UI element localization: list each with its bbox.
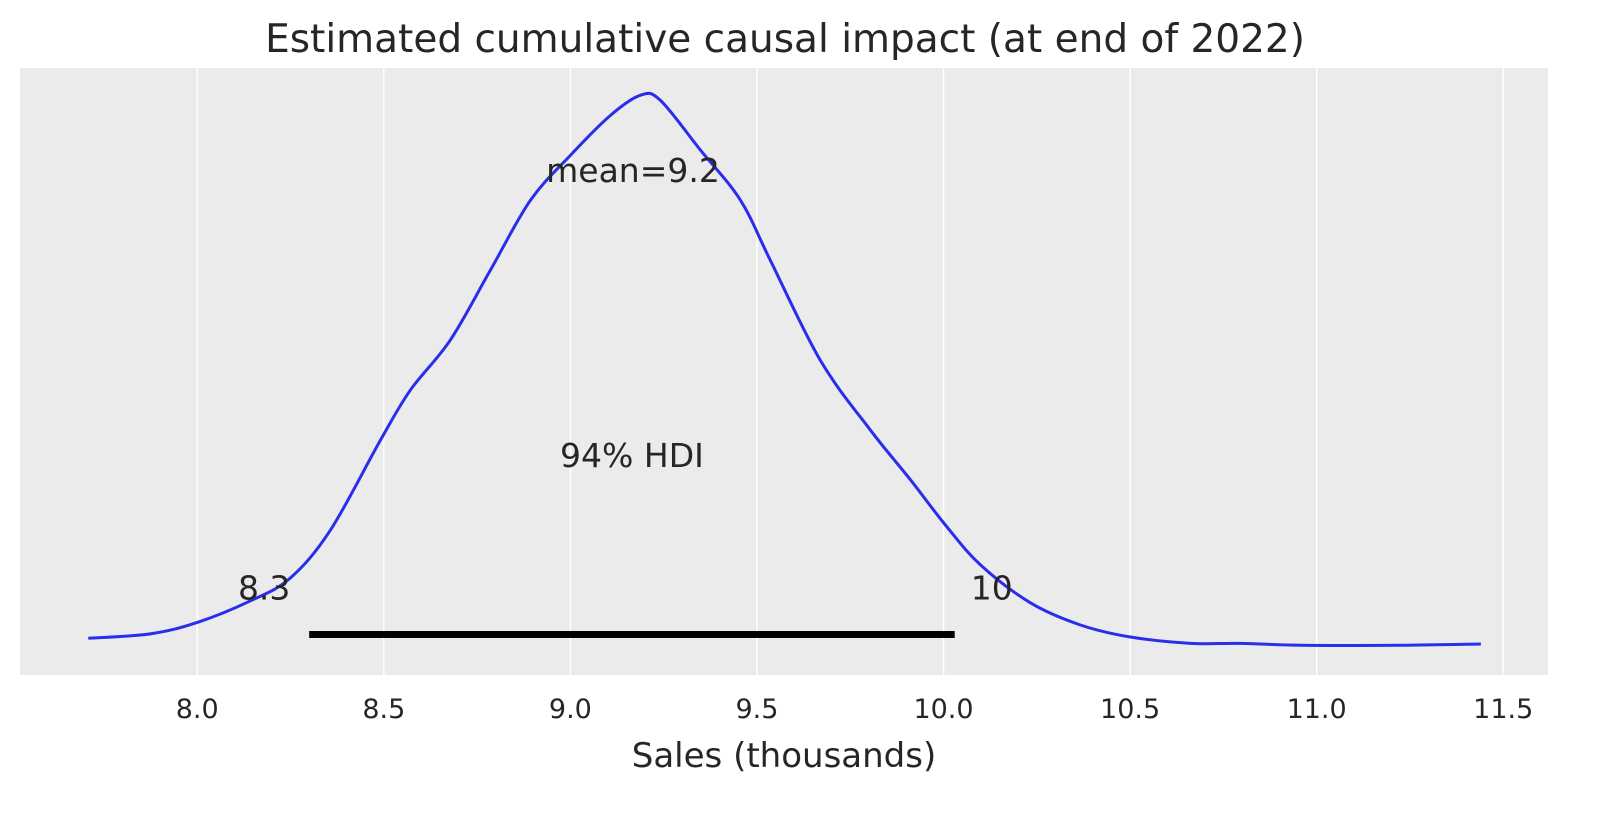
hdi-low-label: 8.3	[238, 569, 290, 608]
x-tick-label: 8.5	[362, 694, 405, 725]
x-tick-label: 11.5	[1473, 694, 1533, 725]
mean-label: mean=9.2	[546, 151, 720, 190]
x-axis-label: Sales (thousands)	[632, 736, 936, 776]
x-tick-label: 9.5	[735, 694, 778, 725]
hdi-label: 94% HDI	[560, 436, 704, 475]
x-tick-label: 10.0	[913, 694, 973, 725]
x-tick-label: 11.0	[1287, 694, 1347, 725]
gridlines	[196, 68, 1504, 675]
hdi-high-label: 10	[971, 569, 1013, 608]
x-axis-ticks: 8.0 8.5 9.0 9.5 10.0 10.5 11.0 11.5	[176, 694, 1534, 725]
x-tick-label: 10.5	[1100, 694, 1160, 725]
x-tick-label: 9.0	[549, 694, 592, 725]
plot-area	[20, 68, 1548, 675]
chart-title: Estimated cumulative causal impact (at e…	[265, 17, 1305, 62]
x-tick-label: 8.0	[176, 694, 219, 725]
density-curve	[88, 91, 1481, 647]
